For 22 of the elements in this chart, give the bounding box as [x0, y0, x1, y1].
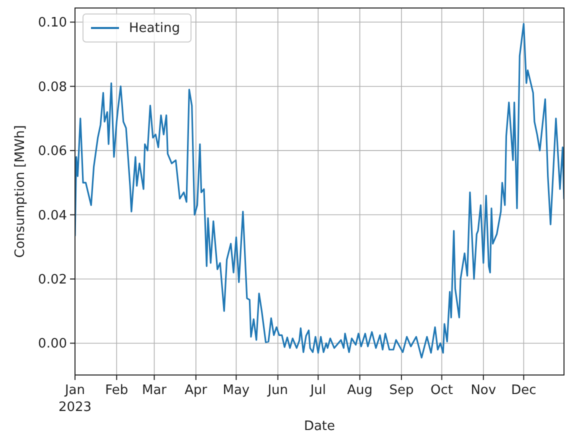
y-tick-label: 0.04 — [38, 208, 67, 224]
x-tick-label: Jun — [266, 383, 288, 398]
y-tick-label: 0.00 — [38, 336, 67, 352]
x-tick-label: Feb — [105, 383, 128, 398]
y-tick-label: 0.08 — [38, 80, 67, 95]
x-tick-label: Dec — [511, 383, 536, 398]
x-axis-title: Date — [304, 419, 336, 434]
line-series — [75, 22, 564, 358]
y-tick-label: 0.02 — [38, 272, 67, 288]
x-tick-label: May — [222, 383, 250, 398]
legend-label: Heating — [129, 21, 180, 36]
x-tick-label: Oct — [430, 383, 453, 398]
x-tick-label: Aug — [347, 383, 372, 398]
y-tick-label: 0.10 — [38, 16, 67, 31]
x-tick-label: Nov — [470, 383, 496, 398]
x-tick-label: Sep — [389, 383, 414, 398]
x-tick-label: Jan 2023 — [58, 383, 92, 415]
x-tick-label: Apr — [184, 383, 208, 398]
x-tick-label: Jul — [309, 383, 326, 398]
y-axis-title: Consumption [MWh] — [13, 125, 28, 258]
y-tick-label: 0.06 — [38, 144, 67, 160]
x-tick-label: Mar — [142, 383, 168, 398]
